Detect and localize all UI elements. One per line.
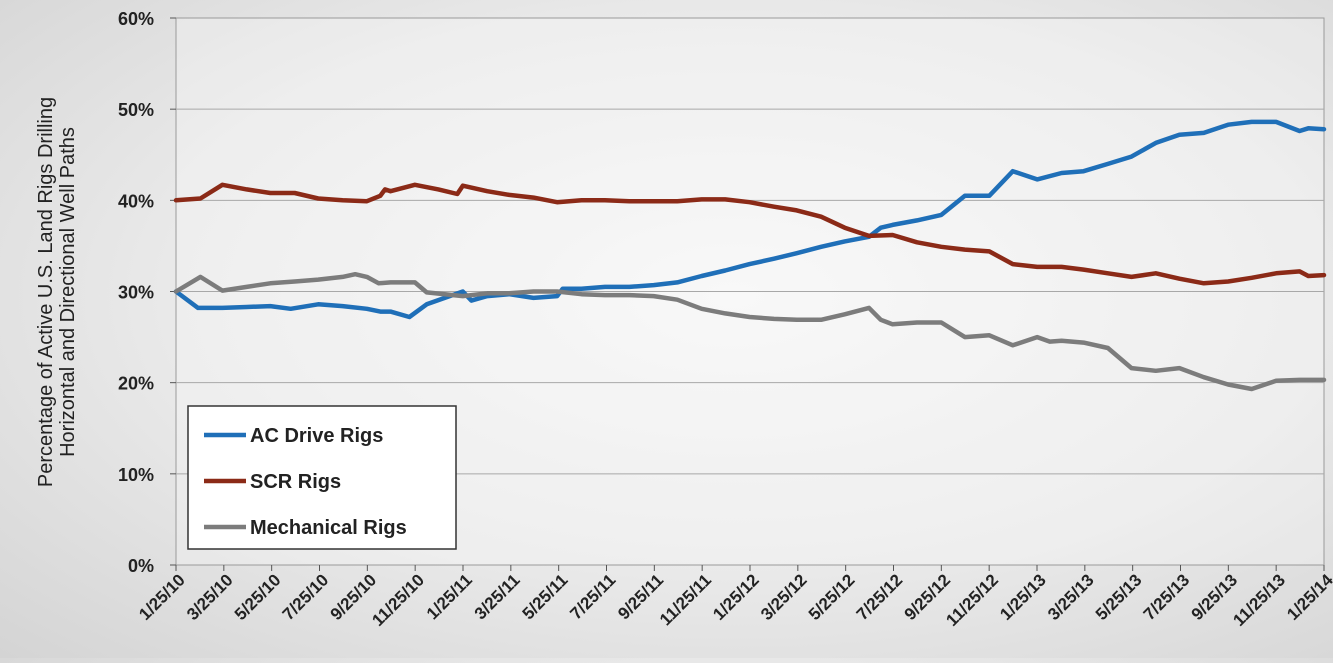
- x-tick-label: 1/25/13: [996, 570, 1050, 624]
- x-tick-label: 5/25/10: [231, 570, 285, 624]
- y-tick-label: 50%: [118, 100, 154, 120]
- y-tick-label: 30%: [118, 283, 154, 303]
- x-tick-label: 3/25/11: [471, 570, 524, 623]
- series-line-scr-rigs: [173, 182, 1327, 286]
- x-tick-label: 3/25/13: [1044, 570, 1098, 624]
- y-tick-label: 20%: [118, 374, 154, 394]
- x-tick-label: 7/25/10: [279, 570, 333, 624]
- series-line-ac-drive-rigs: [173, 119, 1327, 320]
- y-tick-label: 0%: [128, 556, 154, 576]
- legend-label: AC Drive Rigs: [250, 425, 383, 447]
- x-tick-label: 1/25/11: [423, 570, 476, 623]
- x-tick-label: 3/25/10: [183, 570, 237, 624]
- x-tick-label: 1/25/14: [1283, 570, 1333, 624]
- x-tick-label: 7/25/13: [1140, 570, 1194, 624]
- y-tick-label: 60%: [118, 9, 154, 29]
- legend-label: SCR Rigs: [250, 471, 341, 493]
- legend: AC Drive Rigs SCR Rigs Mechanical Rigs: [187, 405, 457, 550]
- x-tick-label: 5/25/11: [519, 570, 572, 623]
- y-axis-label-line: Horizontal and Directional Well Paths: [57, 127, 79, 457]
- x-axis-ticks: 1/25/103/25/105/25/107/25/109/25/1011/25…: [135, 565, 1333, 630]
- x-tick-label: 3/25/12: [757, 570, 811, 624]
- y-axis-label: Percentage of Active U.S. Land Rigs Dril…: [35, 97, 79, 487]
- y-axis-ticks: 0% 10% 20% 30% 40% 50% 60%: [118, 9, 176, 576]
- legend-label: Mechanical Rigs: [250, 517, 407, 539]
- y-axis-label-line: Percentage of Active U.S. Land Rigs Dril…: [35, 97, 57, 487]
- x-tick-label: 11/25/13: [1229, 570, 1289, 630]
- x-tick-label: 11/25/10: [368, 570, 428, 630]
- x-tick-label: 7/25/12: [853, 570, 907, 624]
- y-tick-label: 40%: [118, 191, 154, 211]
- x-tick-label: 11/25/11: [656, 570, 715, 629]
- x-tick-label: 1/25/12: [709, 570, 763, 624]
- x-tick-label: 11/25/12: [942, 570, 1002, 630]
- x-tick-label: 7/25/11: [566, 570, 619, 623]
- x-tick-label: 1/25/10: [135, 570, 189, 624]
- series-lines: [173, 119, 1327, 392]
- y-tick-label: 10%: [118, 465, 154, 485]
- x-tick-label: 5/25/12: [805, 570, 859, 624]
- x-tick-label: 5/25/13: [1092, 570, 1146, 624]
- series-line-mechanical-rigs: [173, 271, 1327, 392]
